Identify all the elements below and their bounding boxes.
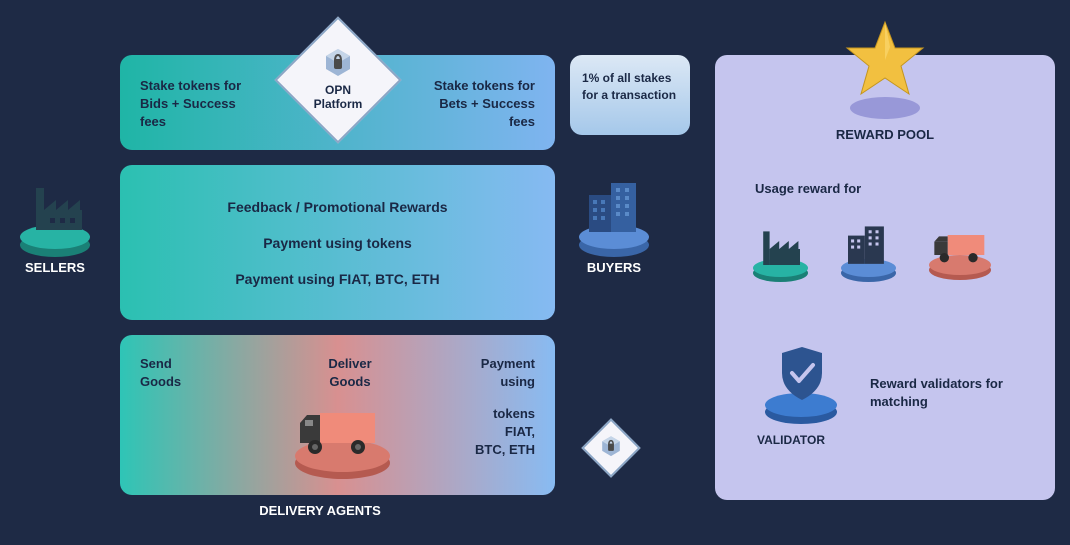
card-delivery: Send Goods Deliver Goods Payment using t… <box>120 335 555 495</box>
reward-pool-panel: REWARD POOL Usage reward for <box>715 55 1055 500</box>
send-goods-text: Send Goods <box>140 355 210 391</box>
payment-using-text: Payment using <box>455 355 535 391</box>
stake-bets-text: Stake tokens for Bets + Success fees <box>415 77 535 132</box>
truck-icon <box>295 405 385 460</box>
small-building-group <box>838 220 898 280</box>
delivery-agents-label: DELIVERY AGENTS <box>255 503 385 518</box>
small-truck-icon <box>931 228 991 268</box>
usage-reward-label: Usage reward for <box>755 180 861 198</box>
deliver-goods-text: Deliver Goods <box>315 355 385 391</box>
payment-sub-text: tokens FIAT, BTC, ETH <box>475 405 535 460</box>
feedback-text: Feedback / Promotional Rewards <box>227 199 447 215</box>
usage-icons-row <box>750 220 996 280</box>
payment-fiat-text: Payment using FIAT, BTC, ETH <box>235 271 439 287</box>
opn-platform-label: OPN Platform <box>308 83 368 111</box>
delivery-truck-group <box>295 405 385 465</box>
small-factory-icon <box>760 225 800 265</box>
small-factory-group <box>750 220 810 280</box>
building-icon <box>589 180 644 237</box>
card-stakes-fee: 1% of all stakes for a transaction <box>570 55 690 135</box>
factory-icon <box>32 180 82 230</box>
lock-icon <box>323 49 353 81</box>
validator-text: Reward validators for matching <box>870 375 1010 411</box>
validator-label: VALIDATOR <box>757 433 825 447</box>
payment-list: Feedback / Promotional Rewards Payment u… <box>120 165 555 320</box>
sellers-label: SELLERS <box>10 260 100 275</box>
star-icon <box>843 20 928 105</box>
small-diamond <box>581 418 640 477</box>
small-lock-icon <box>600 436 622 460</box>
shield-icon <box>777 345 827 403</box>
diagram-container: SELLERS BUYERS Stake tokens for Bids + S… <box>0 0 1070 545</box>
reward-pool-label: REWARD POOL <box>715 127 1055 142</box>
card-payments: Feedback / Promotional Rewards Payment u… <box>120 165 555 320</box>
small-truck-group <box>926 220 996 280</box>
stakes-fee-text: 1% of all stakes for a transaction <box>582 70 682 104</box>
buyers-label: BUYERS <box>569 260 659 275</box>
payment-tokens-text: Payment using tokens <box>263 235 412 251</box>
stake-bids-text: Stake tokens for Bids + Success fees <box>140 77 260 132</box>
small-building-icon <box>848 223 890 265</box>
